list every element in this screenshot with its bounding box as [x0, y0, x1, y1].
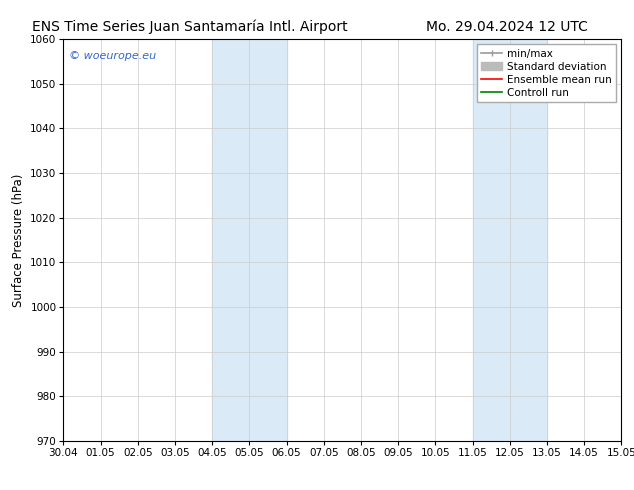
Text: Mo. 29.04.2024 12 UTC: Mo. 29.04.2024 12 UTC	[426, 20, 588, 34]
Y-axis label: Surface Pressure (hPa): Surface Pressure (hPa)	[11, 173, 25, 307]
Bar	[212, 39, 287, 441]
Bar	[472, 39, 547, 441]
Text: © woeurope.eu: © woeurope.eu	[69, 51, 156, 61]
Legend: min/max, Standard deviation, Ensemble mean run, Controll run: min/max, Standard deviation, Ensemble me…	[477, 45, 616, 102]
Text: ENS Time Series Juan Santamaría Intl. Airport: ENS Time Series Juan Santamaría Intl. Ai…	[32, 20, 348, 34]
